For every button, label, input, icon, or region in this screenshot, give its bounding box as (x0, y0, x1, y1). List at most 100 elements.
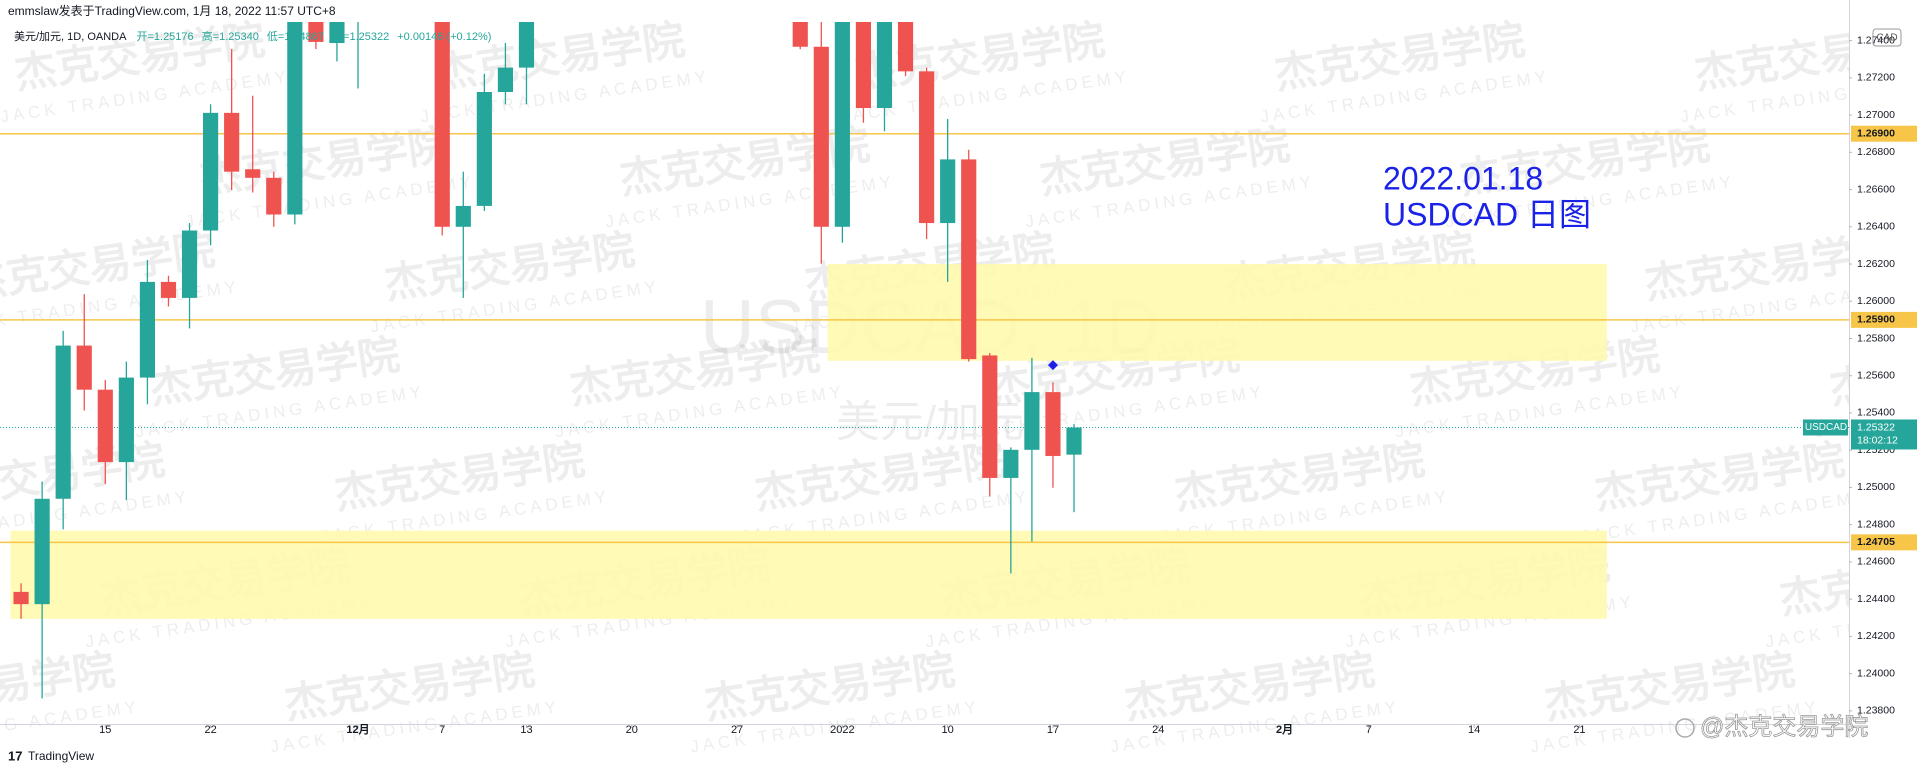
y-tick-label: 1.26000 (1857, 295, 1895, 307)
candle-body (434, 22, 450, 227)
credit-icon (1675, 718, 1695, 738)
y-tick-label: 1.24200 (1857, 630, 1895, 642)
candle-body (34, 498, 50, 605)
candle-body (876, 22, 893, 109)
candle-body (897, 22, 914, 72)
logo-mark: 17 (8, 748, 22, 763)
level-tag-label: 1.24705 (1857, 536, 1895, 548)
candle-body (476, 92, 492, 206)
tradingview-logo: 17 TradingView (8, 748, 94, 763)
ohlc-value: 开=1.25176 (136, 31, 193, 43)
level-tag-label: 1.25900 (1857, 314, 1895, 326)
annotation: 2022.01.18 (1383, 160, 1543, 196)
candle-body (287, 22, 303, 215)
candle-body (203, 112, 219, 231)
candle-body (982, 355, 998, 478)
x-tick-label: 2022 (830, 724, 854, 736)
x-tick-label: 21 (1573, 724, 1585, 736)
candle-body (308, 22, 324, 42)
candle-body (181, 230, 198, 298)
x-tick-label: 15 (99, 724, 111, 736)
x-tick-label: 24 (1152, 724, 1164, 736)
candle-body (834, 22, 850, 227)
y-tick-label: 1.23800 (1857, 705, 1895, 717)
symbol-tag-label: USDCAD (1805, 422, 1847, 433)
plot-area (0, 22, 1849, 699)
x-tick-label: 13 (520, 724, 532, 736)
y-tick-label: 1.25000 (1857, 481, 1895, 493)
currency-label: CAD (1876, 33, 1897, 44)
x-tick-label: 27 (731, 724, 743, 736)
x-tick-label: 7 (1366, 724, 1372, 736)
zone (10, 530, 1607, 619)
credit: @杰克交易学院 (1675, 713, 1869, 741)
candle-body (518, 22, 535, 68)
currency-box (1872, 28, 1902, 47)
candle-body (940, 159, 956, 224)
candle-body (13, 591, 29, 605)
candle-body (118, 377, 134, 463)
symbol-tag (1803, 419, 1848, 436)
x-tick-label: 22 (204, 724, 216, 736)
x-tick-label: 14 (1468, 724, 1480, 736)
y-tick-label: 1.24600 (1857, 556, 1895, 568)
candle-body (160, 281, 177, 298)
level-tag-label: 1.26900 (1857, 127, 1895, 139)
candle-body (1024, 392, 1040, 450)
y-tick-label: 1.26400 (1857, 221, 1895, 233)
level-tag (1851, 534, 1917, 551)
candle-body (329, 22, 345, 44)
candle-body (497, 67, 514, 92)
countdown: 18:02:12 (1857, 434, 1898, 446)
candle-body (224, 112, 240, 172)
y-tick-label: 1.25400 (1857, 407, 1895, 419)
y-tick-label: 1.25800 (1857, 332, 1895, 344)
candle-body (813, 46, 829, 227)
annotation: USDCAD 日图 (1383, 196, 1591, 232)
candle-body (961, 159, 977, 360)
x-tick-label: 20 (626, 724, 638, 736)
y-tick-label: 1.27200 (1857, 72, 1895, 84)
x-tick-label: 7 (439, 724, 445, 736)
y-tick-label: 1.24400 (1857, 593, 1895, 605)
last-price-label: 1.25322 (1857, 421, 1895, 433)
signal-marker (1047, 360, 1058, 371)
x-tick-label: 2月 (1276, 723, 1293, 736)
candle-body (455, 205, 471, 227)
y-tick-label: 1.24800 (1857, 518, 1895, 530)
ohlc-value: 高=1.25340 (202, 29, 259, 43)
y-tick-label: 1.24000 (1857, 667, 1895, 679)
ohlc-value: 收=1.25322 (332, 29, 389, 43)
candle-body (97, 389, 113, 463)
y-tick-label: 1.26200 (1857, 258, 1895, 270)
x-tick-label: 12月 (346, 723, 369, 736)
y-tick-label: 1.26800 (1857, 146, 1895, 158)
candle-body (919, 71, 935, 224)
candle-body (55, 345, 71, 499)
ohlc-value: +0.00146 (+0.12%) (397, 31, 491, 43)
candle-body (245, 169, 261, 178)
level-tag (1851, 311, 1917, 328)
candle-body (855, 22, 872, 109)
x-tick-label: 17 (1047, 724, 1059, 736)
candle-body (792, 22, 808, 47)
level-tag (1851, 125, 1917, 142)
candle-body (76, 345, 92, 390)
published-by: emmslaw发表于TradingView.com, 1月 18, 2022 1… (8, 3, 336, 18)
ohlc-value: 低=1.24867 (267, 30, 324, 43)
